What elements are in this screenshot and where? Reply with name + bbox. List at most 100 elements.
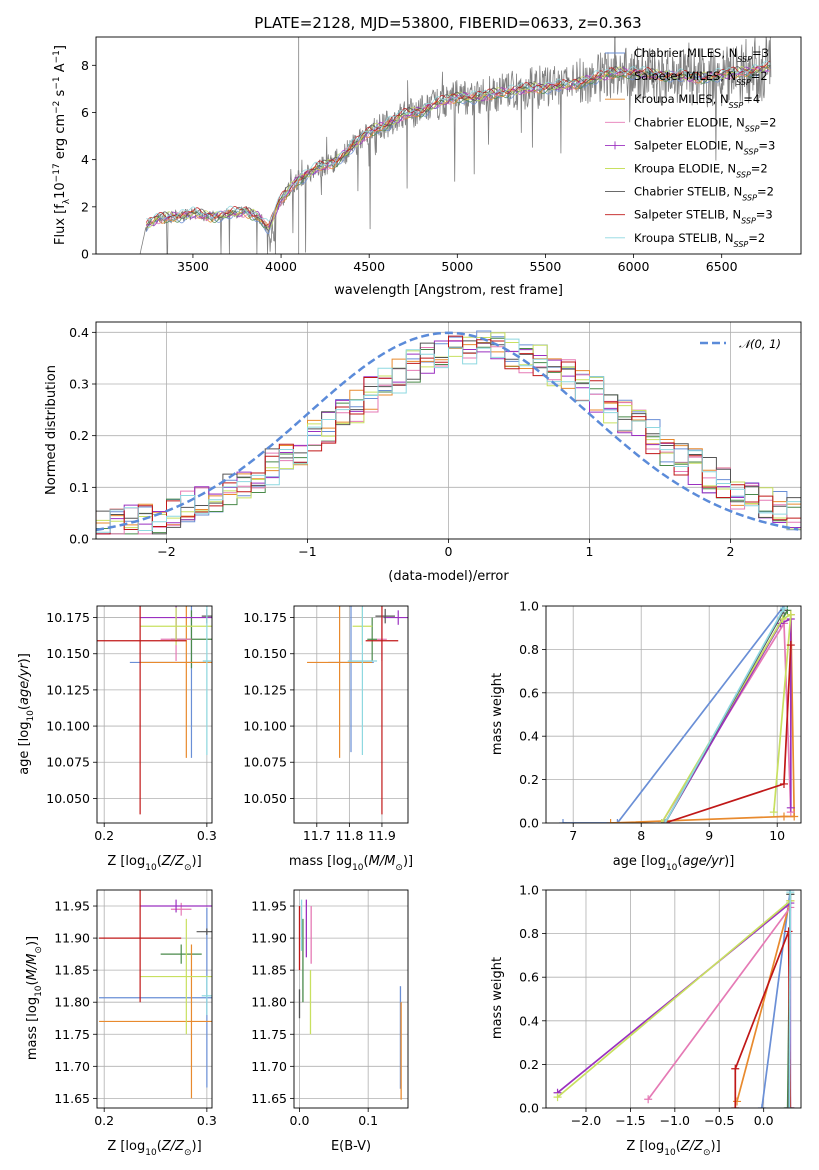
- model-fit-line: [145, 64, 771, 229]
- y-tick-label: 0.8: [519, 926, 539, 941]
- x-tick-label: 0: [445, 544, 453, 559]
- x-tick-label: 5000: [441, 259, 473, 274]
- x-tick-label: 9: [705, 828, 713, 843]
- y-tick-label: 10.125: [46, 682, 90, 697]
- x-tick-label: 1: [586, 544, 594, 559]
- legend-entry: Salpeter ELODIE, NSSP=3: [634, 138, 775, 156]
- legend-entry: Kroupa STELIB, NSSP=2: [634, 231, 765, 249]
- y-tick-label: 10.100: [46, 719, 90, 734]
- legend-entry: Kroupa MILES, NSSP=4: [634, 92, 760, 110]
- x-tick-label: 11.8: [335, 828, 363, 843]
- y-tick-label: 0.4: [519, 729, 539, 744]
- x-tick-label: −1.0: [660, 1113, 690, 1128]
- legend-entry: Salpeter MILES, NSSP=2: [634, 69, 768, 87]
- panel-mass-weight-vs-age: 7 8 9 10 0.0 0.2 0.4 0.6 0.8 1.0 age [log10(age/yr…: [490, 599, 802, 873]
- residual-histogram: [96, 338, 801, 535]
- x-tick-label: 0.1: [358, 1113, 378, 1128]
- y-tick-label: 0.1: [69, 480, 89, 495]
- y-tick-label: 10.075: [243, 755, 287, 770]
- data-point: [661, 819, 669, 823]
- x-axis-label: Z [log10(Z/Z⊙)]: [626, 1139, 720, 1158]
- data-point: [613, 819, 622, 823]
- y-tick-label: 6: [81, 105, 89, 120]
- x-tick-label: 7: [569, 828, 577, 843]
- data-point: [784, 927, 793, 936]
- plot-area: [294, 606, 408, 823]
- axes-frame: [293, 605, 409, 824]
- x-axis-label: Z [log10(Z/Z⊙)]: [107, 1139, 201, 1158]
- y-tick-label: 11.75: [54, 1027, 90, 1042]
- y-axis-label: mass [log10(M/M⊙)]: [25, 936, 44, 1060]
- y-tick-label: 0.8: [519, 642, 539, 657]
- x-tick-label: 0.3: [197, 1113, 217, 1128]
- x-tick-label: 10: [769, 828, 785, 843]
- normal-curve: [96, 331, 799, 532]
- y-tick-label: 11.70: [251, 1059, 287, 1074]
- panel-mass-weight-vs-Z: −2.0 −1.5 −1.0 −0.5 0.0 0.0 0.2 0.4 0.6 0.8 1.0 Z […: [490, 883, 802, 1158]
- y-tick-label: 0.3: [69, 377, 89, 392]
- axes-frame: [95, 321, 802, 540]
- panel-mass-vs-Z: 0.2 0.3 11.65 11.70 11.75 11.80 11.85 11.90 11.9…: [25, 889, 217, 1158]
- model-fit-line: [146, 65, 771, 228]
- y-tick-label: 11.70: [54, 1059, 90, 1074]
- y-tick-label: 11.90: [54, 931, 90, 946]
- x-tick-label: 4000: [265, 259, 297, 274]
- y-tick-label: 10.050: [243, 791, 287, 806]
- x-tick-label: −0.5: [704, 1113, 734, 1128]
- x-tick-label: 0.0: [290, 1113, 310, 1128]
- data-point: [784, 1104, 793, 1108]
- panel-spectrum: 3500 4000 4500 5000 5500 6000 6500 0 2 4 6 8 wavelen…: [52, 36, 802, 298]
- y-tick-label: 11.80: [251, 995, 287, 1010]
- y-axis-label: mass weight: [490, 957, 505, 1039]
- y-tick-label: 10.150: [46, 646, 90, 661]
- data-point: [786, 890, 795, 897]
- y-tick-label: 0.4: [69, 325, 89, 340]
- y-tick-label: 0.2: [519, 772, 539, 787]
- mass-weight-line: [610, 614, 796, 823]
- legend-entry: 𝒩(0, 1): [739, 337, 781, 351]
- x-tick-label: 3500: [177, 259, 209, 274]
- figure-title: PLATE=2128, MJD=53800, FIBERID=0633, z=0…: [254, 14, 641, 32]
- x-axis-label: wavelength [Angstrom, rest frame]: [334, 283, 563, 298]
- data-point: [786, 641, 795, 650]
- x-tick-label: −1.5: [615, 1113, 645, 1128]
- data-point: [780, 779, 788, 788]
- axes-frame: [96, 889, 213, 1109]
- x-axis-label: E(B-V): [331, 1139, 371, 1154]
- x-tick-label: 4500: [353, 259, 385, 274]
- legend-entry: Kroupa ELODIE, NSSP=2: [634, 162, 768, 180]
- data-point: [731, 1104, 740, 1108]
- y-tick-label: 11.65: [54, 1091, 90, 1106]
- plot-area: [546, 890, 801, 1108]
- mass-weight-line: [736, 900, 792, 1102]
- mass-weight-line: [557, 900, 791, 1098]
- axes-frame: [545, 605, 802, 824]
- y-tick-label: 4: [81, 152, 89, 167]
- x-tick-label: 11.9: [368, 828, 396, 843]
- x-tick-label: 6000: [618, 259, 650, 274]
- y-axis-label: Normed distribution: [44, 365, 59, 495]
- y-tick-label: 0: [81, 247, 89, 262]
- model-fit-line: [146, 60, 771, 222]
- x-tick-label: −2: [157, 544, 175, 559]
- y-tick-label: 0.6: [519, 685, 539, 700]
- data-point: [790, 812, 799, 821]
- data-point: [769, 808, 778, 817]
- y-tick-label: 0.2: [519, 1057, 539, 1072]
- mass-weight-line: [664, 617, 792, 823]
- data-point: [780, 606, 788, 613]
- y-tick-label: 0.0: [519, 816, 539, 831]
- y-tick-label: 10.125: [243, 682, 287, 697]
- y-tick-label: 11.65: [251, 1091, 287, 1106]
- data-point: [559, 819, 567, 823]
- panel-age-vs-mass: 11.7 11.8 11.9 10.050 10.075 10.100 10.125 10.1…: [243, 605, 413, 873]
- data-point: [786, 803, 795, 812]
- mass-weight-line: [664, 607, 785, 823]
- legend-entry: Chabrier STELIB, NSSP=2: [634, 185, 774, 203]
- x-tick-label: 5500: [530, 259, 562, 274]
- x-axis-label: age [log10(age/yr)]: [613, 854, 735, 873]
- y-tick-label: 1.0: [519, 599, 539, 614]
- y-tick-label: 0.4: [519, 1013, 539, 1028]
- data-point: [786, 610, 795, 619]
- data-point: [785, 1104, 794, 1108]
